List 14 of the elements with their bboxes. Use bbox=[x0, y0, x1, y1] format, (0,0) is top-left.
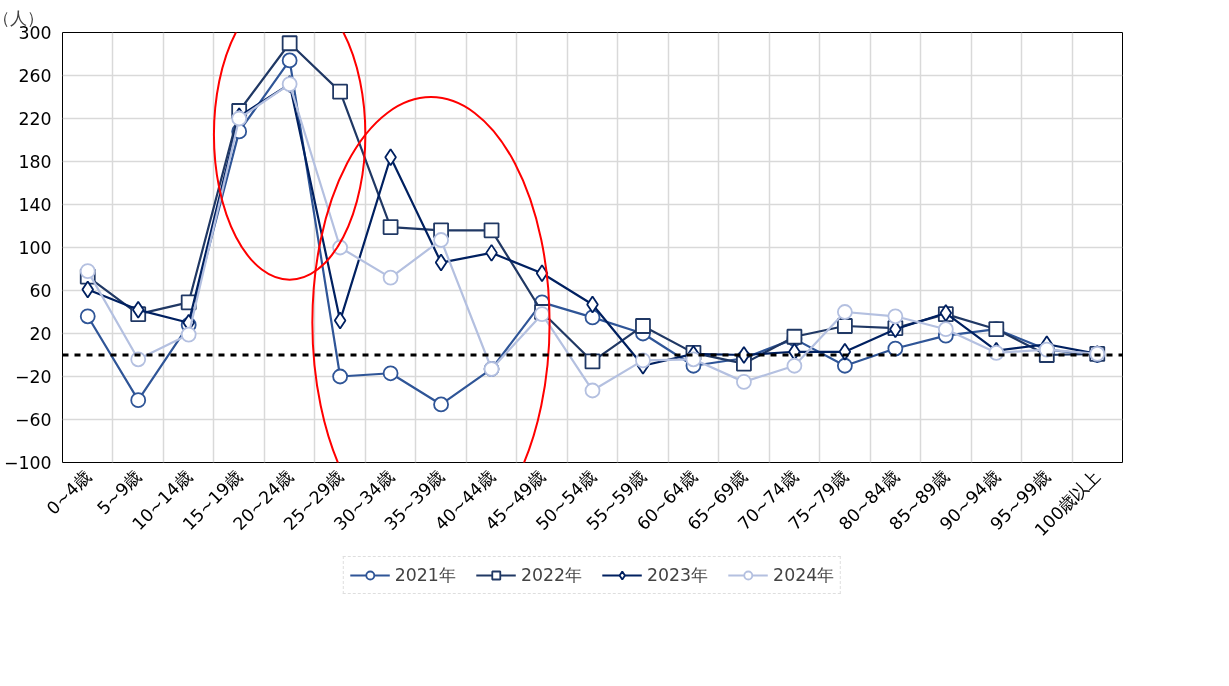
legend-label: 2023年 bbox=[647, 564, 709, 587]
legend-label: 2021年 bbox=[394, 564, 456, 587]
y-tick-label: −20 bbox=[14, 367, 52, 387]
y-tick-label: 260 bbox=[18, 66, 52, 86]
y-tick-label: 60 bbox=[29, 281, 52, 301]
y-tick-label: 140 bbox=[18, 195, 52, 215]
y-tick-label: −60 bbox=[14, 410, 52, 430]
y-tick-label: 180 bbox=[18, 152, 52, 172]
y-tick-label: 220 bbox=[18, 109, 52, 129]
y-tick-label: 100 bbox=[18, 238, 52, 258]
legend-label: 2024年 bbox=[773, 564, 835, 587]
y-tick-label: 20 bbox=[29, 324, 52, 344]
legend-label: 2022年 bbox=[520, 564, 582, 587]
y-tick-label: −100 bbox=[3, 453, 52, 473]
